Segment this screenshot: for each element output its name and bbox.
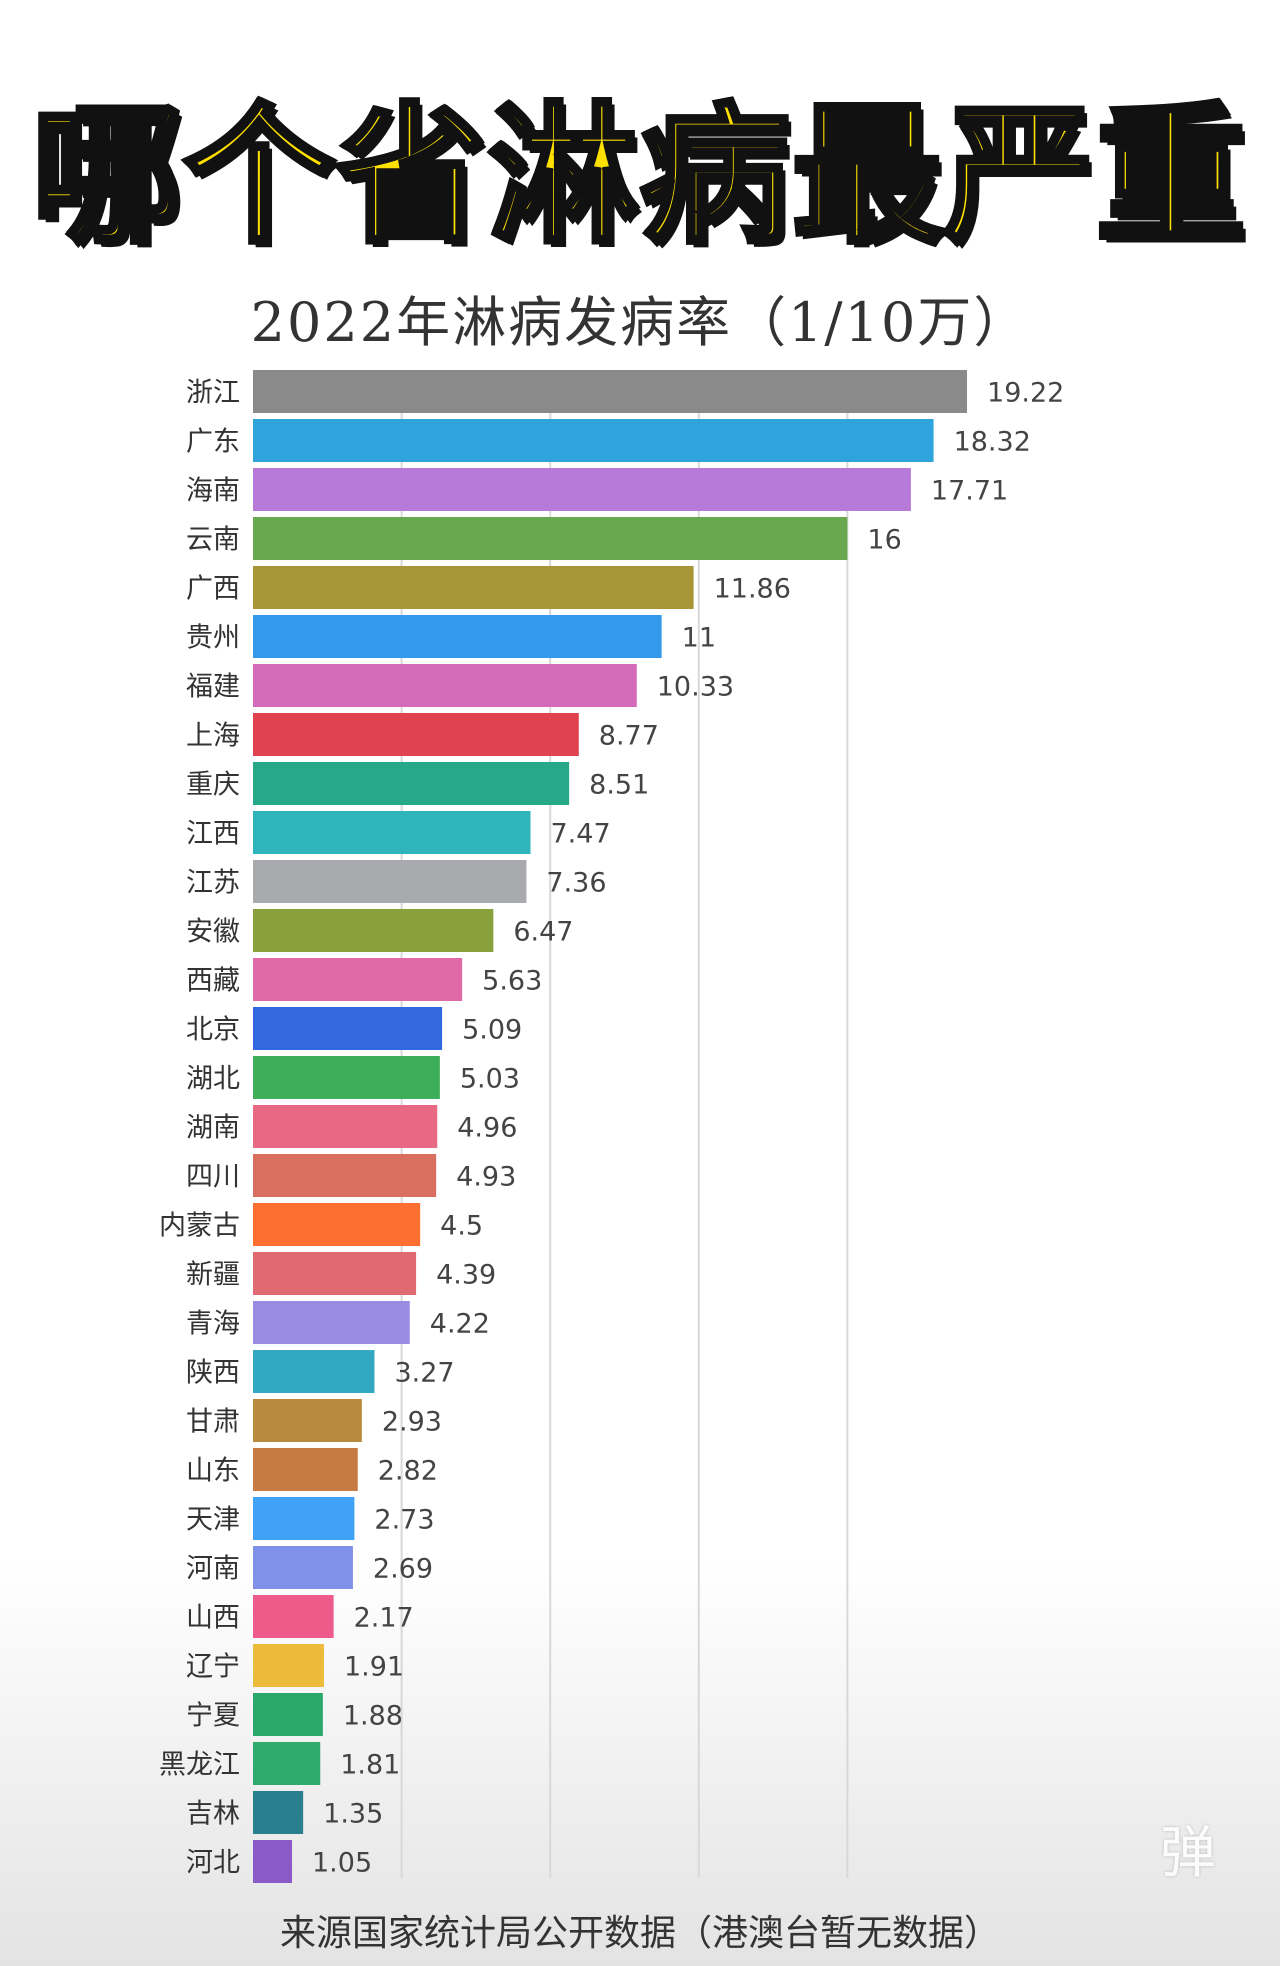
bar <box>253 419 934 462</box>
category-label: 西藏 <box>186 966 240 997</box>
value-label: 4.93 <box>456 1162 516 1193</box>
value-label: 6.47 <box>513 917 573 948</box>
value-label: 5.03 <box>460 1064 520 1095</box>
value-label: 16 <box>867 525 901 556</box>
value-label: 7.47 <box>551 819 611 850</box>
category-label: 山西 <box>186 1603 240 1634</box>
category-label: 浙江 <box>186 378 240 409</box>
bar <box>253 1644 324 1687</box>
category-label: 安徽 <box>186 917 240 948</box>
bar <box>253 1203 421 1246</box>
category-label: 云南 <box>186 525 240 556</box>
value-label: 3.27 <box>394 1358 454 1389</box>
category-label: 天津 <box>186 1505 240 1536</box>
value-label: 7.36 <box>546 868 606 899</box>
value-label: 2.73 <box>374 1505 434 1536</box>
value-label: 2.69 <box>373 1554 433 1585</box>
category-label: 江苏 <box>186 868 240 899</box>
bar <box>253 909 494 952</box>
danmu-watermark[interactable]: 弹 <box>1160 1821 1216 1886</box>
bar <box>253 1105 438 1148</box>
chart-title: 2022年淋病发病率（1/10万） <box>250 291 1030 354</box>
value-label: 1.91 <box>344 1652 404 1683</box>
bar <box>253 1693 323 1736</box>
value-label: 4.39 <box>436 1260 496 1291</box>
value-label: 4.22 <box>430 1309 490 1340</box>
value-label: 10.33 <box>657 672 734 703</box>
bar <box>253 517 848 560</box>
bar <box>253 713 579 756</box>
headline: 哪个省淋病最严重 <box>29 90 1248 265</box>
category-label: 广西 <box>186 574 240 605</box>
bar <box>253 1056 440 1099</box>
category-label: 河北 <box>186 1848 240 1879</box>
category-label: 河南 <box>186 1554 240 1585</box>
value-label: 19.22 <box>987 378 1064 409</box>
category-label: 江西 <box>186 819 240 850</box>
bar <box>253 370 968 413</box>
category-label: 湖北 <box>186 1064 240 1095</box>
value-label: 8.77 <box>599 721 659 752</box>
category-label: 新疆 <box>186 1260 240 1291</box>
bar <box>253 1840 293 1883</box>
value-label: 2.93 <box>382 1407 442 1438</box>
category-label: 甘肃 <box>186 1407 240 1438</box>
bar <box>253 615 662 658</box>
category-label: 广东 <box>186 427 240 458</box>
bar <box>253 1350 375 1393</box>
bar <box>253 1399 362 1442</box>
bar <box>253 1742 321 1785</box>
bar <box>253 468 911 511</box>
bar <box>253 566 694 609</box>
category-label: 海南 <box>186 476 240 507</box>
value-label: 4.96 <box>457 1113 517 1144</box>
bar <box>253 1154 437 1197</box>
bar <box>253 1448 358 1491</box>
value-label: 5.63 <box>482 966 542 997</box>
category-label: 青海 <box>186 1309 240 1340</box>
value-label: 2.17 <box>354 1603 414 1634</box>
bar <box>253 1497 355 1540</box>
bar <box>253 860 527 903</box>
category-label: 福建 <box>186 672 240 703</box>
category-label: 陕西 <box>186 1358 240 1389</box>
bar <box>253 1301 410 1344</box>
value-label: 2.82 <box>378 1456 438 1487</box>
bar <box>253 811 531 854</box>
category-label: 上海 <box>186 721 240 752</box>
category-label: 北京 <box>186 1015 240 1046</box>
value-label: 17.71 <box>931 476 1008 507</box>
category-label: 内蒙古 <box>159 1211 240 1242</box>
bar <box>253 762 570 805</box>
category-label: 宁夏 <box>186 1701 240 1732</box>
category-label: 湖南 <box>186 1113 240 1144</box>
source-note: 来源国家统计局公开数据（港澳台暂无数据） <box>279 1913 1000 1954</box>
category-label: 黑龙江 <box>159 1750 240 1781</box>
bar <box>253 1007 443 1050</box>
value-label: 4.5 <box>440 1211 483 1242</box>
category-label: 重庆 <box>186 770 240 801</box>
value-label: 18.32 <box>954 427 1031 458</box>
bar <box>253 1252 417 1295</box>
category-label: 吉林 <box>186 1799 240 1830</box>
value-label: 11 <box>682 623 716 654</box>
category-label: 辽宁 <box>186 1652 240 1683</box>
value-label: 1.88 <box>343 1701 403 1732</box>
value-label: 8.51 <box>589 770 649 801</box>
bar <box>253 958 463 1001</box>
value-label: 1.81 <box>340 1750 400 1781</box>
category-label: 四川 <box>186 1162 240 1193</box>
value-label: 11.86 <box>714 574 791 605</box>
background-fade <box>0 1560 1280 1966</box>
bar <box>253 1595 334 1638</box>
bar <box>253 1546 353 1589</box>
category-label: 贵州 <box>186 623 240 654</box>
value-label: 1.35 <box>323 1799 383 1830</box>
value-label: 1.05 <box>312 1848 372 1879</box>
value-label: 5.09 <box>462 1015 522 1046</box>
category-label: 山东 <box>186 1456 240 1487</box>
bar <box>253 664 637 707</box>
bar <box>253 1791 304 1834</box>
